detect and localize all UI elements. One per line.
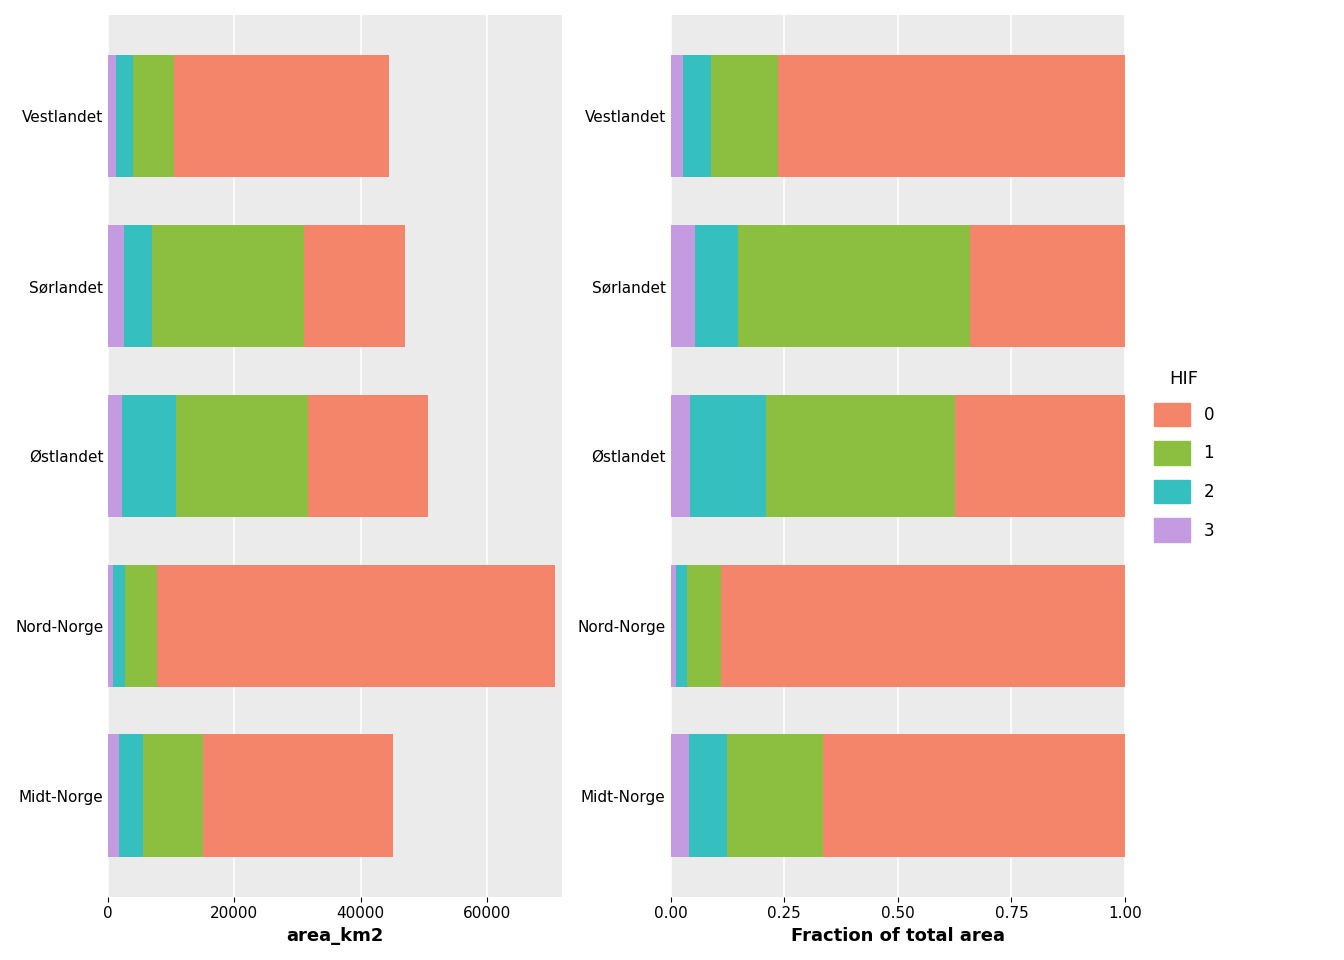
Bar [695, 225, 738, 348]
Bar [308, 395, 429, 517]
Bar [152, 225, 304, 348]
Bar [683, 55, 711, 178]
Bar [133, 55, 175, 178]
Bar [778, 55, 1125, 178]
Bar [766, 395, 954, 517]
Bar [671, 734, 688, 856]
Bar [122, 395, 176, 517]
Bar [108, 564, 113, 686]
Bar [176, 395, 308, 517]
Bar [175, 55, 388, 178]
Bar [671, 395, 691, 517]
Bar [676, 564, 687, 686]
Bar [671, 55, 683, 178]
Bar [727, 734, 823, 856]
Bar [720, 564, 1125, 686]
Bar [304, 225, 405, 348]
Bar [687, 564, 720, 686]
Bar [691, 395, 766, 517]
Bar [124, 225, 152, 348]
Bar [671, 564, 676, 686]
Bar [125, 564, 157, 686]
Bar [711, 55, 778, 178]
Bar [144, 734, 203, 856]
Bar [738, 225, 970, 348]
Bar [203, 734, 392, 856]
Bar [970, 225, 1125, 348]
Bar [116, 55, 133, 178]
Bar [120, 734, 144, 856]
Bar [157, 564, 555, 686]
Bar [113, 564, 125, 686]
Bar [688, 734, 727, 856]
Bar [108, 395, 122, 517]
Legend: 0, 1, 2, 3: 0, 1, 2, 3 [1146, 363, 1220, 549]
Bar [954, 395, 1125, 517]
Bar [671, 225, 695, 348]
X-axis label: area_km2: area_km2 [286, 927, 384, 945]
Bar [108, 734, 120, 856]
X-axis label: Fraction of total area: Fraction of total area [790, 927, 1005, 945]
Bar [823, 734, 1125, 856]
Bar [108, 225, 124, 348]
Bar [108, 55, 116, 178]
